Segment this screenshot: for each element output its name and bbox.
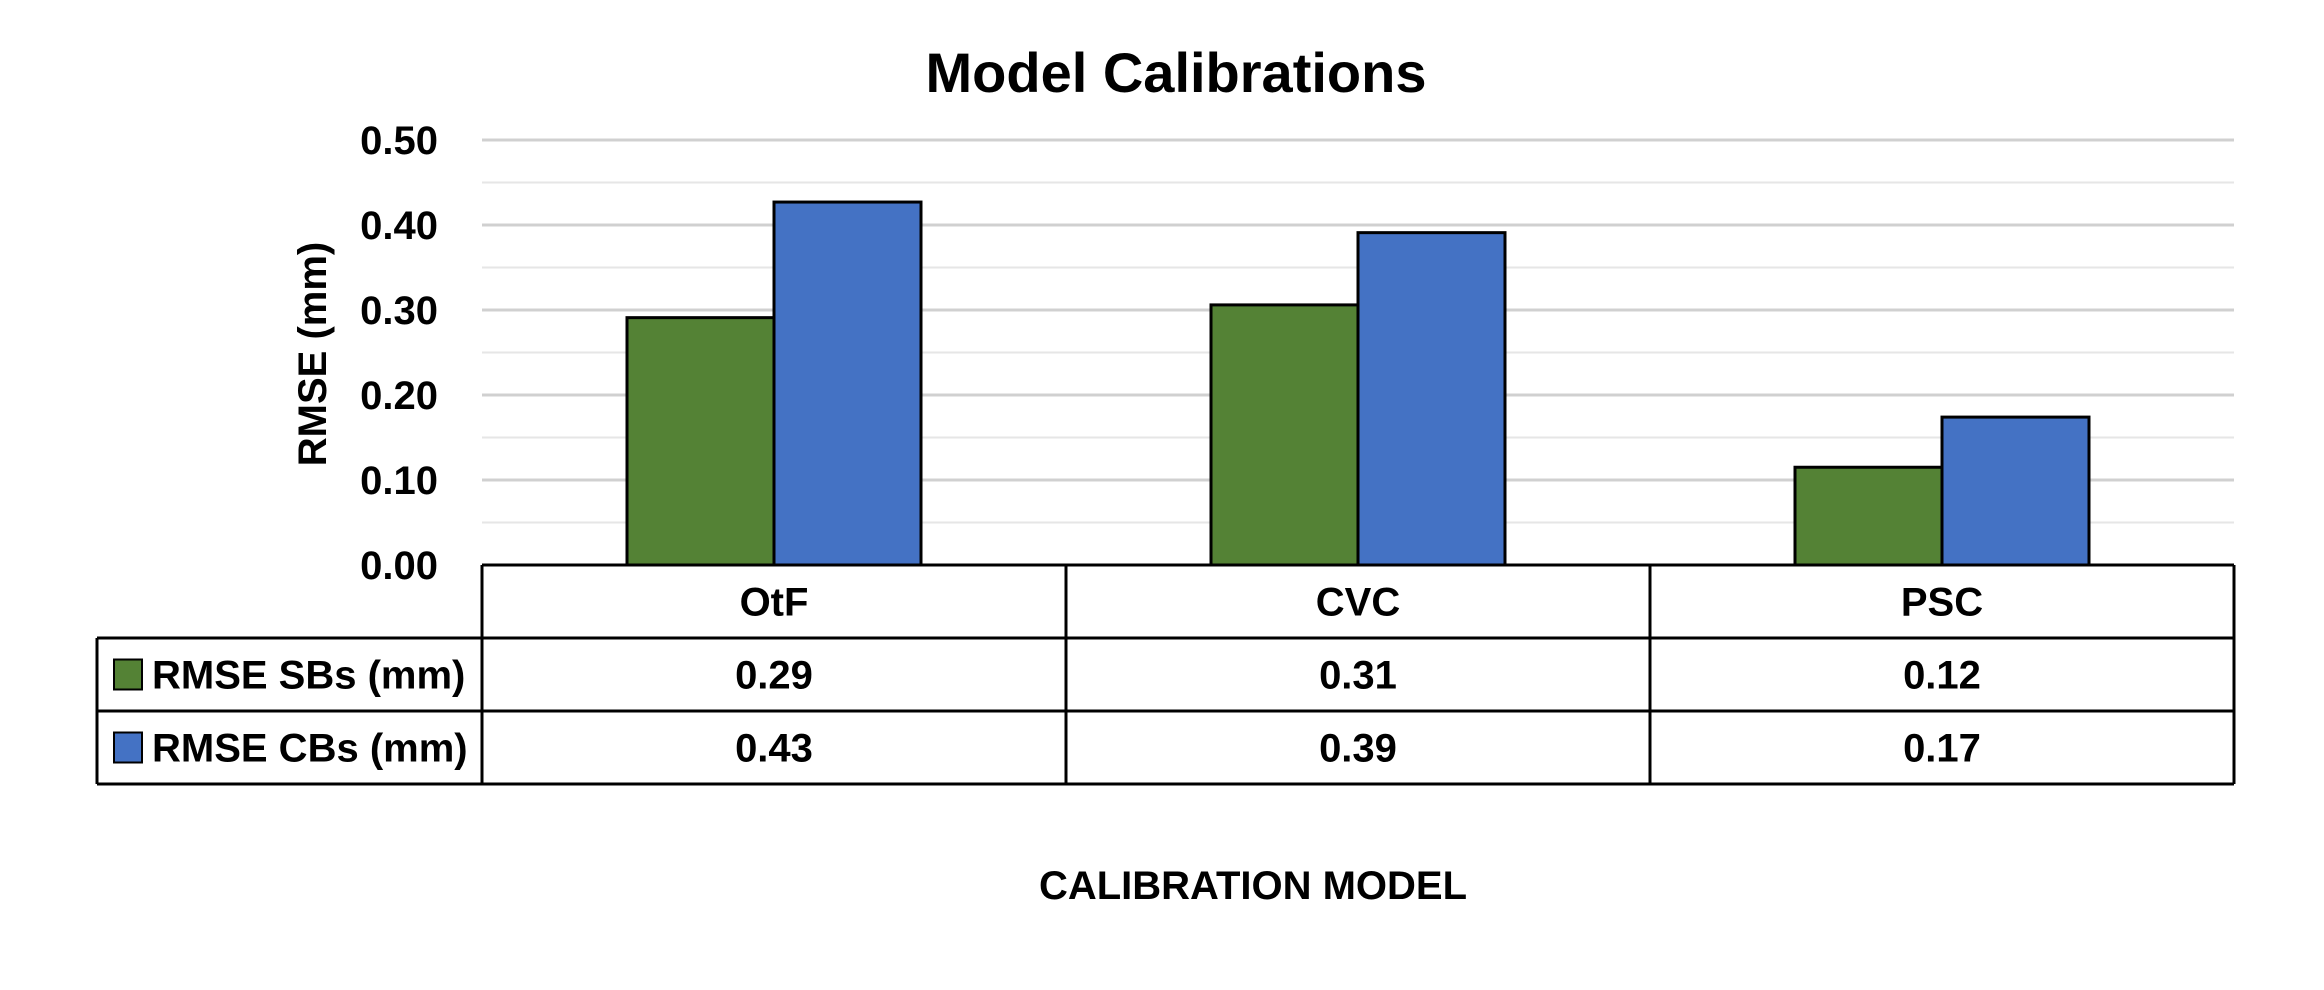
bar-cbs-psc <box>1940 415 2091 567</box>
y-tick-label: 0.30 <box>360 289 438 333</box>
y-tick-label: 0.20 <box>360 374 438 418</box>
data-value-label: 0.39 <box>1319 727 1397 771</box>
chart-title: Model Calibrations <box>926 41 1427 104</box>
bar-cbs-otf <box>772 200 923 567</box>
legend-label: RMSE SBs (mm) <box>152 654 465 698</box>
category-label: PSC <box>1901 581 1983 625</box>
x-axis-label: CALIBRATION MODEL <box>1039 864 1467 908</box>
data-value-label: 0.43 <box>735 727 813 771</box>
data-table: OtF CVC PSC RMSE SBs (mm) 0.29 0.31 0.12 RMSE C… <box>95 563 2236 786</box>
y-tick-label: 0.40 <box>360 204 438 248</box>
category-label: CVC <box>1316 581 1400 625</box>
legend-swatch <box>113 658 143 691</box>
y-axis-label: RMSE (mm) <box>291 242 335 466</box>
y-tick-label: 0.50 <box>360 119 438 163</box>
data-value-label: 0.12 <box>1903 654 1981 698</box>
bar-sbs-psc <box>1793 465 1944 567</box>
legend-swatch <box>113 731 143 764</box>
bars <box>625 200 2091 567</box>
y-tick-label: 0.00 <box>360 544 438 588</box>
legend-label: RMSE CBs (mm) <box>152 727 468 771</box>
y-tick-label: 0.10 <box>360 459 438 503</box>
y-axis-ticks: 0.00 0.10 0.20 0.30 0.40 0.50 <box>360 119 438 588</box>
data-value-label: 0.29 <box>735 654 813 698</box>
data-value-label: 0.17 <box>1903 727 1981 771</box>
data-value-label: 0.31 <box>1319 654 1397 698</box>
bar-sbs-cvc <box>1209 303 1360 567</box>
bar-sbs-otf <box>625 316 776 567</box>
category-label: OtF <box>740 581 809 625</box>
bar-cbs-cvc <box>1356 231 1507 567</box>
